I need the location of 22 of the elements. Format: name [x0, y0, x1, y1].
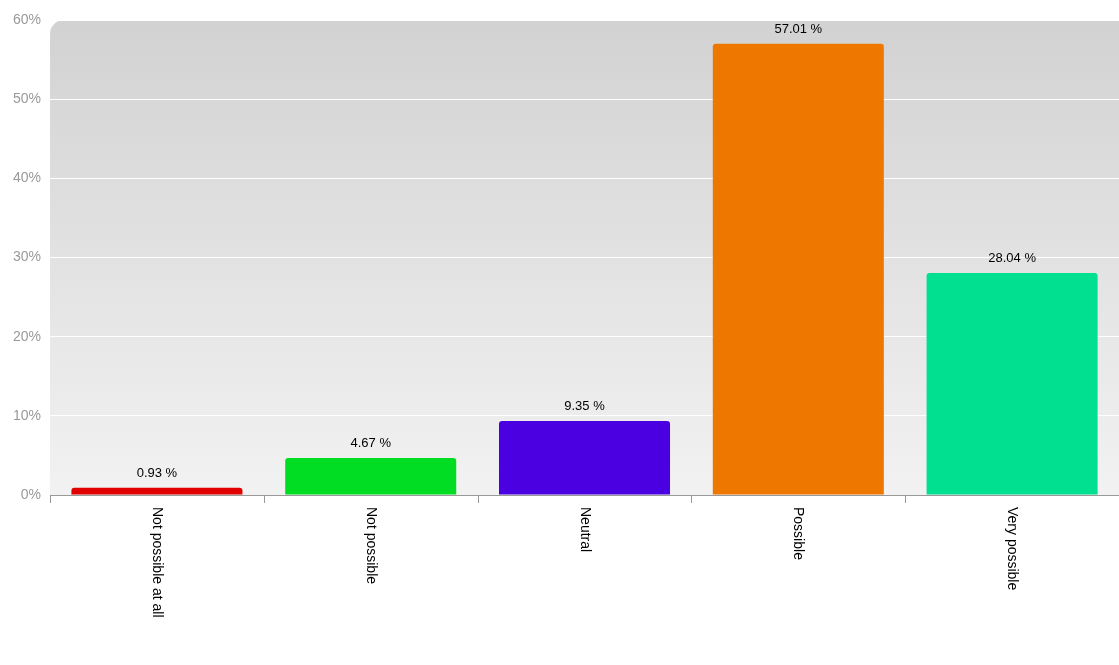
bar: [285, 458, 457, 495]
x-tick-label: Neutral: [577, 507, 594, 553]
data-label: 0.93 %: [136, 464, 178, 480]
y-tick-label: 20%: [12, 327, 42, 344]
x-tick-label: Not possible: [363, 507, 380, 585]
y-tick-label: 50%: [12, 90, 42, 107]
x-tick-label: Possible: [791, 507, 808, 561]
bar: [712, 43, 884, 495]
x-tick-label: Very possible: [1005, 507, 1022, 591]
y-tick-label: 10%: [12, 406, 42, 423]
y-tick-label: 60%: [12, 10, 42, 27]
data-label: 28.04 %: [988, 250, 1037, 266]
y-tick-label: 0%: [20, 485, 42, 502]
data-label: 9.35 %: [564, 398, 606, 414]
y-tick-label: 40%: [12, 169, 42, 186]
bar: [926, 273, 1098, 495]
data-label: 57.01 %: [774, 20, 823, 36]
y-tick-label: 30%: [12, 248, 42, 265]
bar: [498, 420, 671, 495]
data-label: 4.67 %: [350, 435, 392, 451]
x-tick-label: Not possible at all: [150, 507, 167, 618]
bar: [71, 487, 243, 495]
